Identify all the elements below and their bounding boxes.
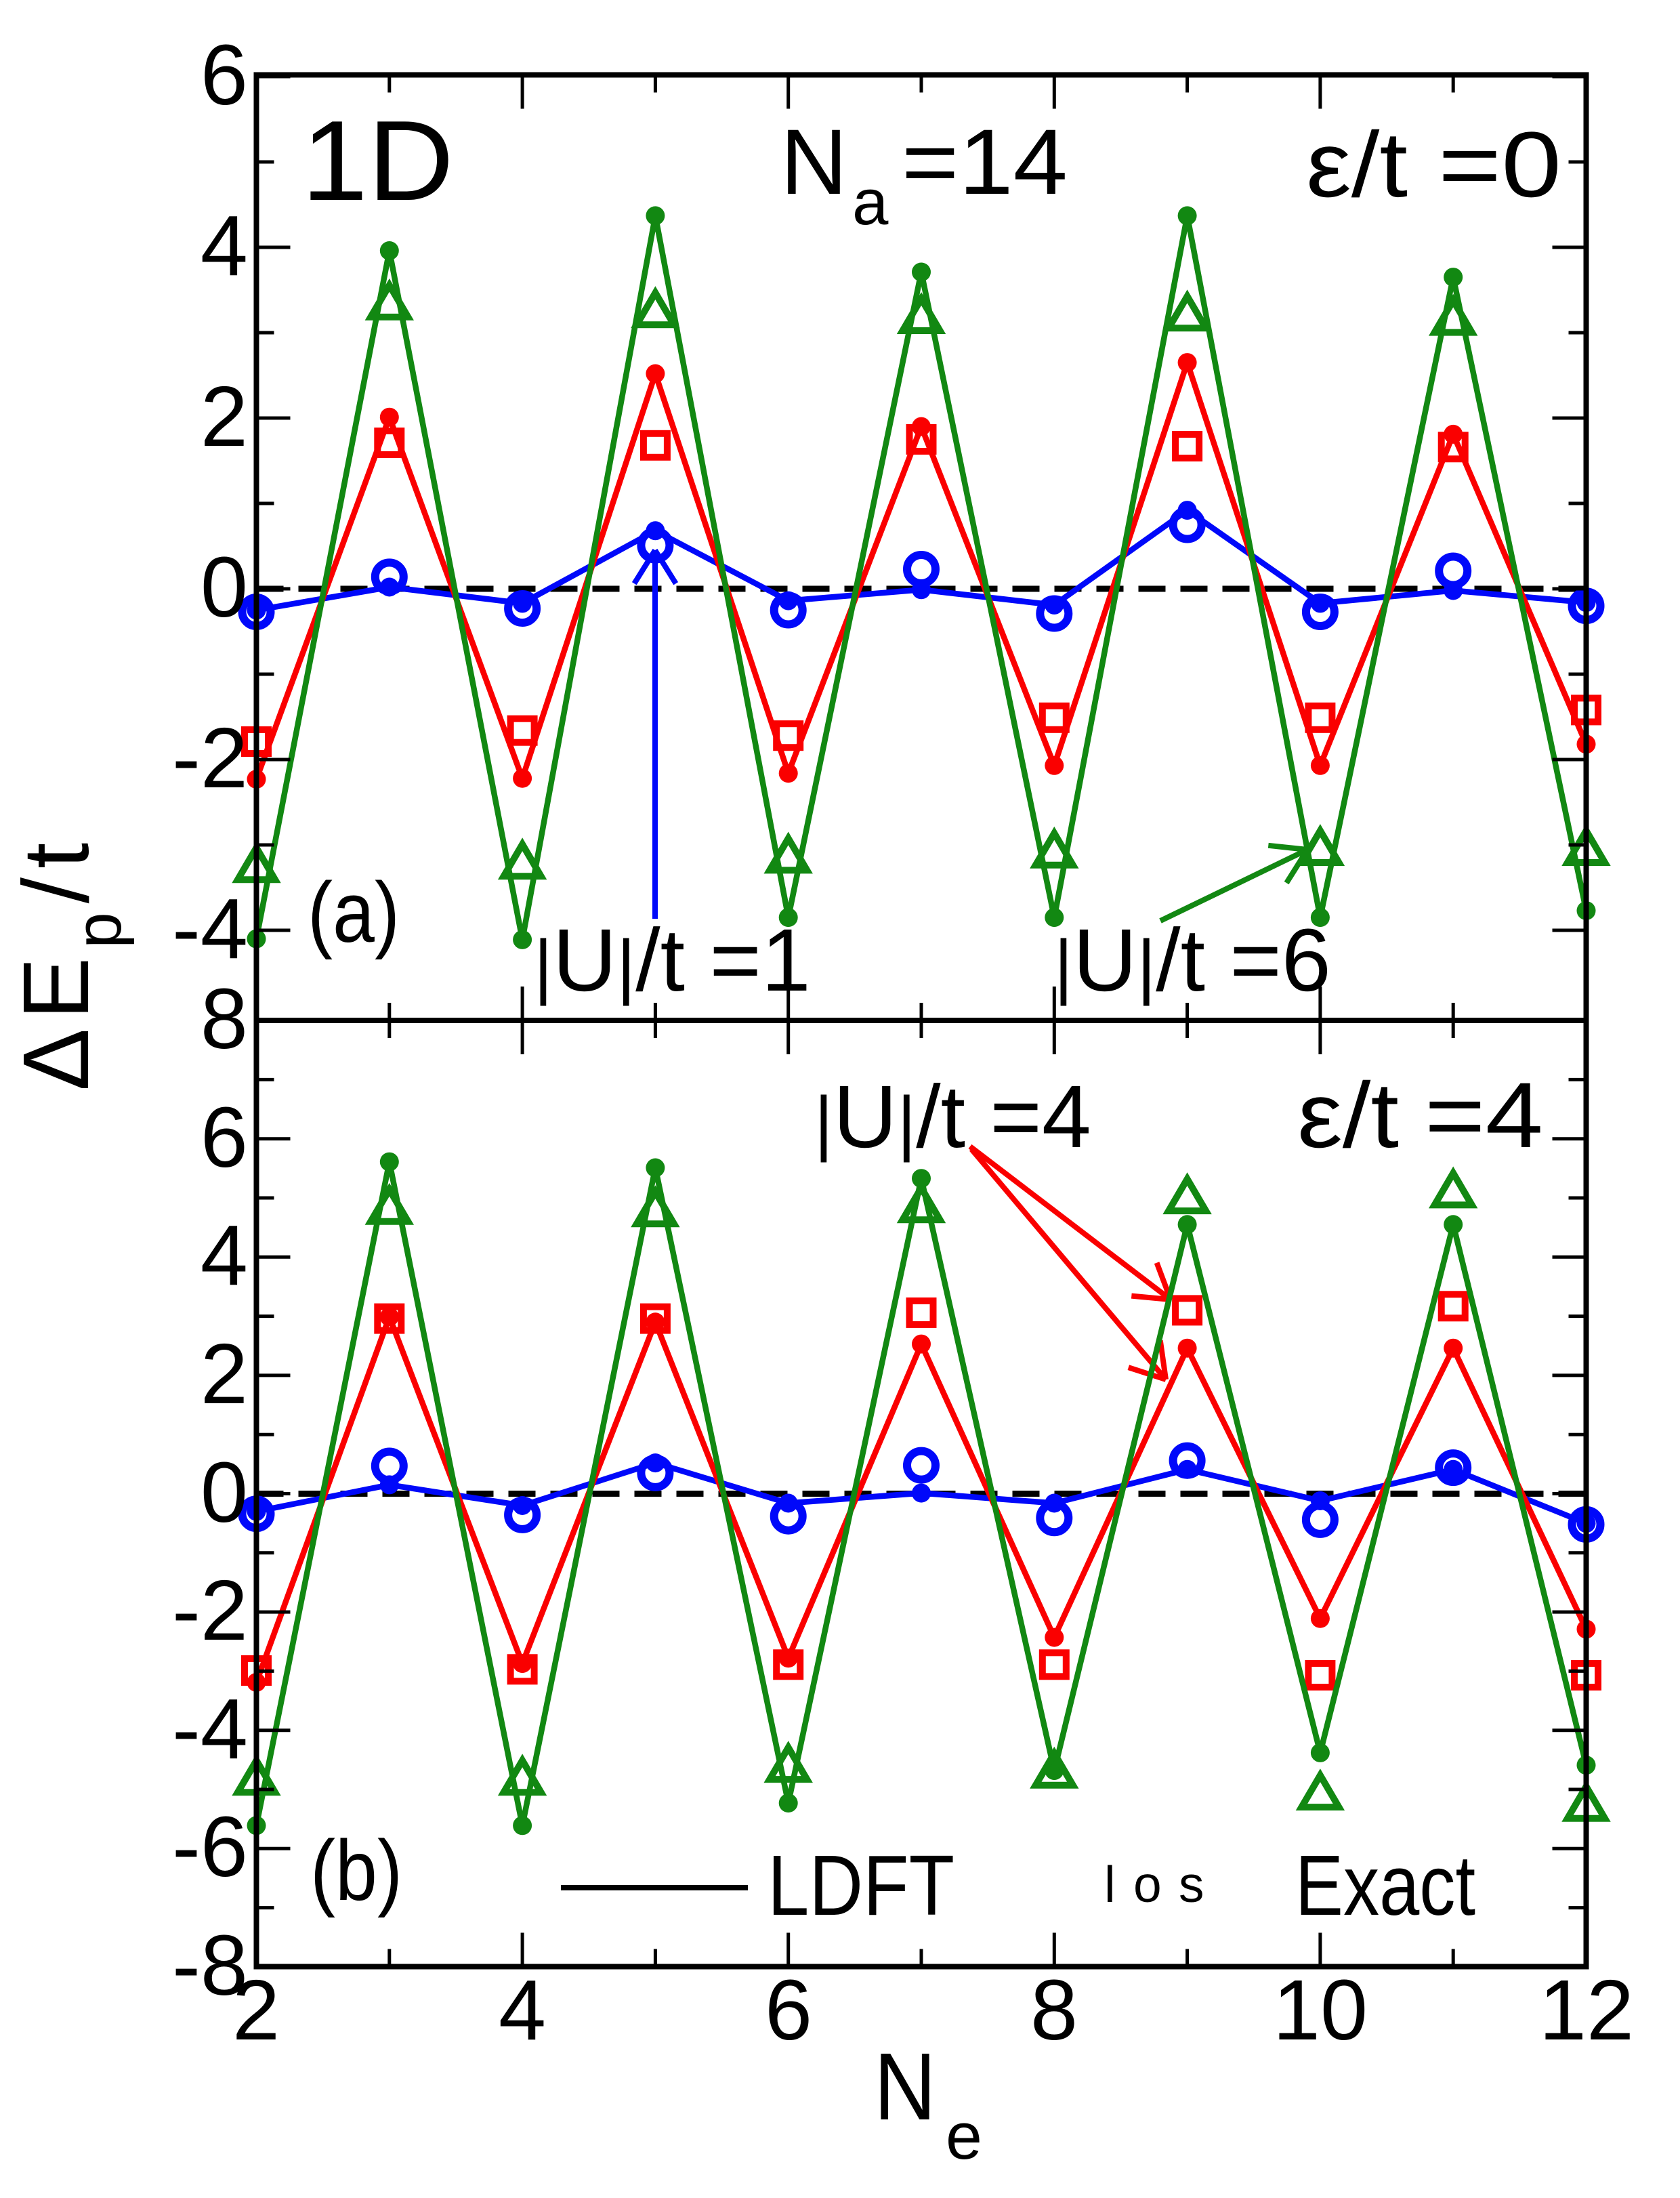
- svg-text:8: 8: [1030, 1962, 1078, 2058]
- svg-text:4: 4: [201, 198, 248, 293]
- svg-text:s: s: [1179, 1856, 1204, 1913]
- svg-text:|U|/t =1: |U|/t =1: [534, 910, 811, 1010]
- svg-text:2: 2: [232, 1962, 280, 2058]
- svg-text:|U|/t =6: |U|/t =6: [1054, 910, 1331, 1010]
- svg-text:=0: =0: [1438, 113, 1561, 217]
- svg-text:2: 2: [201, 369, 248, 464]
- svg-text:N: N: [780, 110, 847, 214]
- svg-text:6: 6: [201, 27, 248, 123]
- svg-text:10: 10: [1273, 1962, 1368, 2058]
- svg-text:l: l: [1104, 1856, 1116, 1913]
- svg-text:(a): (a): [308, 865, 400, 960]
- svg-text:ε/t: ε/t: [1306, 113, 1408, 217]
- svg-text:ε/t: ε/t: [1297, 1064, 1399, 1167]
- svg-text:Exact: Exact: [1295, 1838, 1475, 1933]
- svg-text:6: 6: [201, 1090, 248, 1185]
- svg-text:-4: -4: [172, 881, 248, 976]
- svg-text:2: 2: [201, 1326, 248, 1422]
- svg-text:a: a: [852, 166, 889, 239]
- svg-text:4: 4: [499, 1962, 546, 2058]
- svg-text:e: e: [946, 2099, 982, 2173]
- svg-text:-2: -2: [172, 1562, 248, 1658]
- svg-text:|U|/t =4: |U|/t =4: [814, 1066, 1091, 1166]
- svg-text:8: 8: [201, 971, 248, 1066]
- svg-text:o: o: [1133, 1856, 1162, 1913]
- svg-text:LDFT: LDFT: [768, 1838, 954, 1933]
- svg-text:0: 0: [201, 539, 248, 635]
- svg-text:-2: -2: [172, 710, 248, 806]
- svg-text:-8: -8: [172, 1917, 248, 2013]
- svg-text:-4: -4: [172, 1681, 248, 1777]
- svg-text:=4: =4: [1425, 1064, 1543, 1167]
- svg-text:1D: 1D: [301, 97, 454, 224]
- svg-text:-6: -6: [172, 1799, 248, 1894]
- svg-text:6: 6: [765, 1962, 812, 2058]
- svg-text:0: 0: [201, 1445, 248, 1540]
- svg-text:(b): (b): [310, 1823, 402, 1918]
- svg-text:12: 12: [1539, 1962, 1634, 2058]
- svg-text:=14: =14: [902, 110, 1068, 214]
- svg-text:N: N: [874, 2033, 936, 2140]
- svg-text:4: 4: [201, 1207, 248, 1303]
